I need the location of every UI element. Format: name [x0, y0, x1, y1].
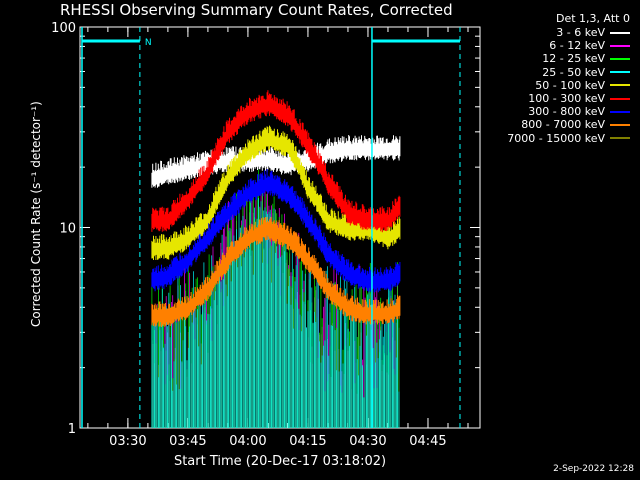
y-axis-label: Corrected Count Rate (s⁻¹ detector⁻¹) [29, 101, 43, 327]
x-tick-label: 03:30 [109, 434, 146, 449]
legend-label: 3 - 6 keV [556, 26, 605, 39]
y-tick-label: 100 [51, 21, 76, 36]
legend-entry: 800 - 7000 keV [470, 118, 634, 131]
legend-swatch [610, 97, 630, 100]
legend-swatch [610, 31, 630, 34]
legend-entry: 25 - 50 keV [470, 66, 634, 79]
legend-swatch [610, 84, 630, 87]
legend-swatch [610, 110, 630, 113]
y-tick-label: 10 [59, 222, 76, 237]
legend-label: 100 - 300 keV [528, 92, 605, 106]
legend-swatch [610, 137, 630, 140]
x-tick-label: 04:45 [409, 434, 446, 449]
legend-entry: 3 - 6 keV [470, 26, 634, 39]
legend-label: 6 - 12 keV [549, 39, 605, 53]
legend-entry: 100 - 300 keV [470, 92, 634, 105]
legend-entry: 300 - 800 keV [470, 105, 634, 118]
timestamp: 2-Sep-2022 12:28 [553, 464, 634, 474]
x-axis-label: Start Time (20-Dec-17 03:18:02) [173, 454, 387, 469]
chart-title: RHESSI Observing Summary Count Rates, Co… [60, 1, 453, 19]
legend-label: 50 - 100 keV [535, 78, 605, 92]
legend-entry: 7000 - 15000 keV [470, 132, 634, 145]
x-tick-label: 04:00 [229, 434, 266, 449]
legend-entry: 12 - 25 keV [470, 52, 634, 65]
legend-swatch [610, 44, 630, 47]
legend-title: Det 1,3, Att 0 [556, 12, 630, 25]
x-tick-label: 04:30 [349, 434, 386, 449]
legend-swatch [610, 71, 630, 74]
legend-swatch [610, 58, 630, 60]
legend-swatch [610, 124, 630, 127]
legend-label: 12 - 25 keV [542, 52, 605, 66]
legend-entry: 6 - 12 keV [470, 39, 634, 52]
legend-label: 300 - 800 keV [528, 105, 605, 119]
legend: Det 1,3, Att 0 3 - 6 keV 6 - 12 keV 12 - 2… [470, 12, 634, 145]
legend-label: 800 - 7000 keV [521, 118, 605, 132]
flag-annotation: N [145, 38, 152, 48]
legend-label: 7000 - 15000 keV [507, 131, 605, 145]
x-tick-label: 04:15 [289, 434, 326, 449]
legend-entry: 50 - 100 keV [470, 79, 634, 92]
y-tick-label: 1 [68, 422, 76, 437]
x-tick-label: 03:45 [169, 434, 206, 449]
legend-label: 25 - 50 keV [542, 65, 605, 79]
